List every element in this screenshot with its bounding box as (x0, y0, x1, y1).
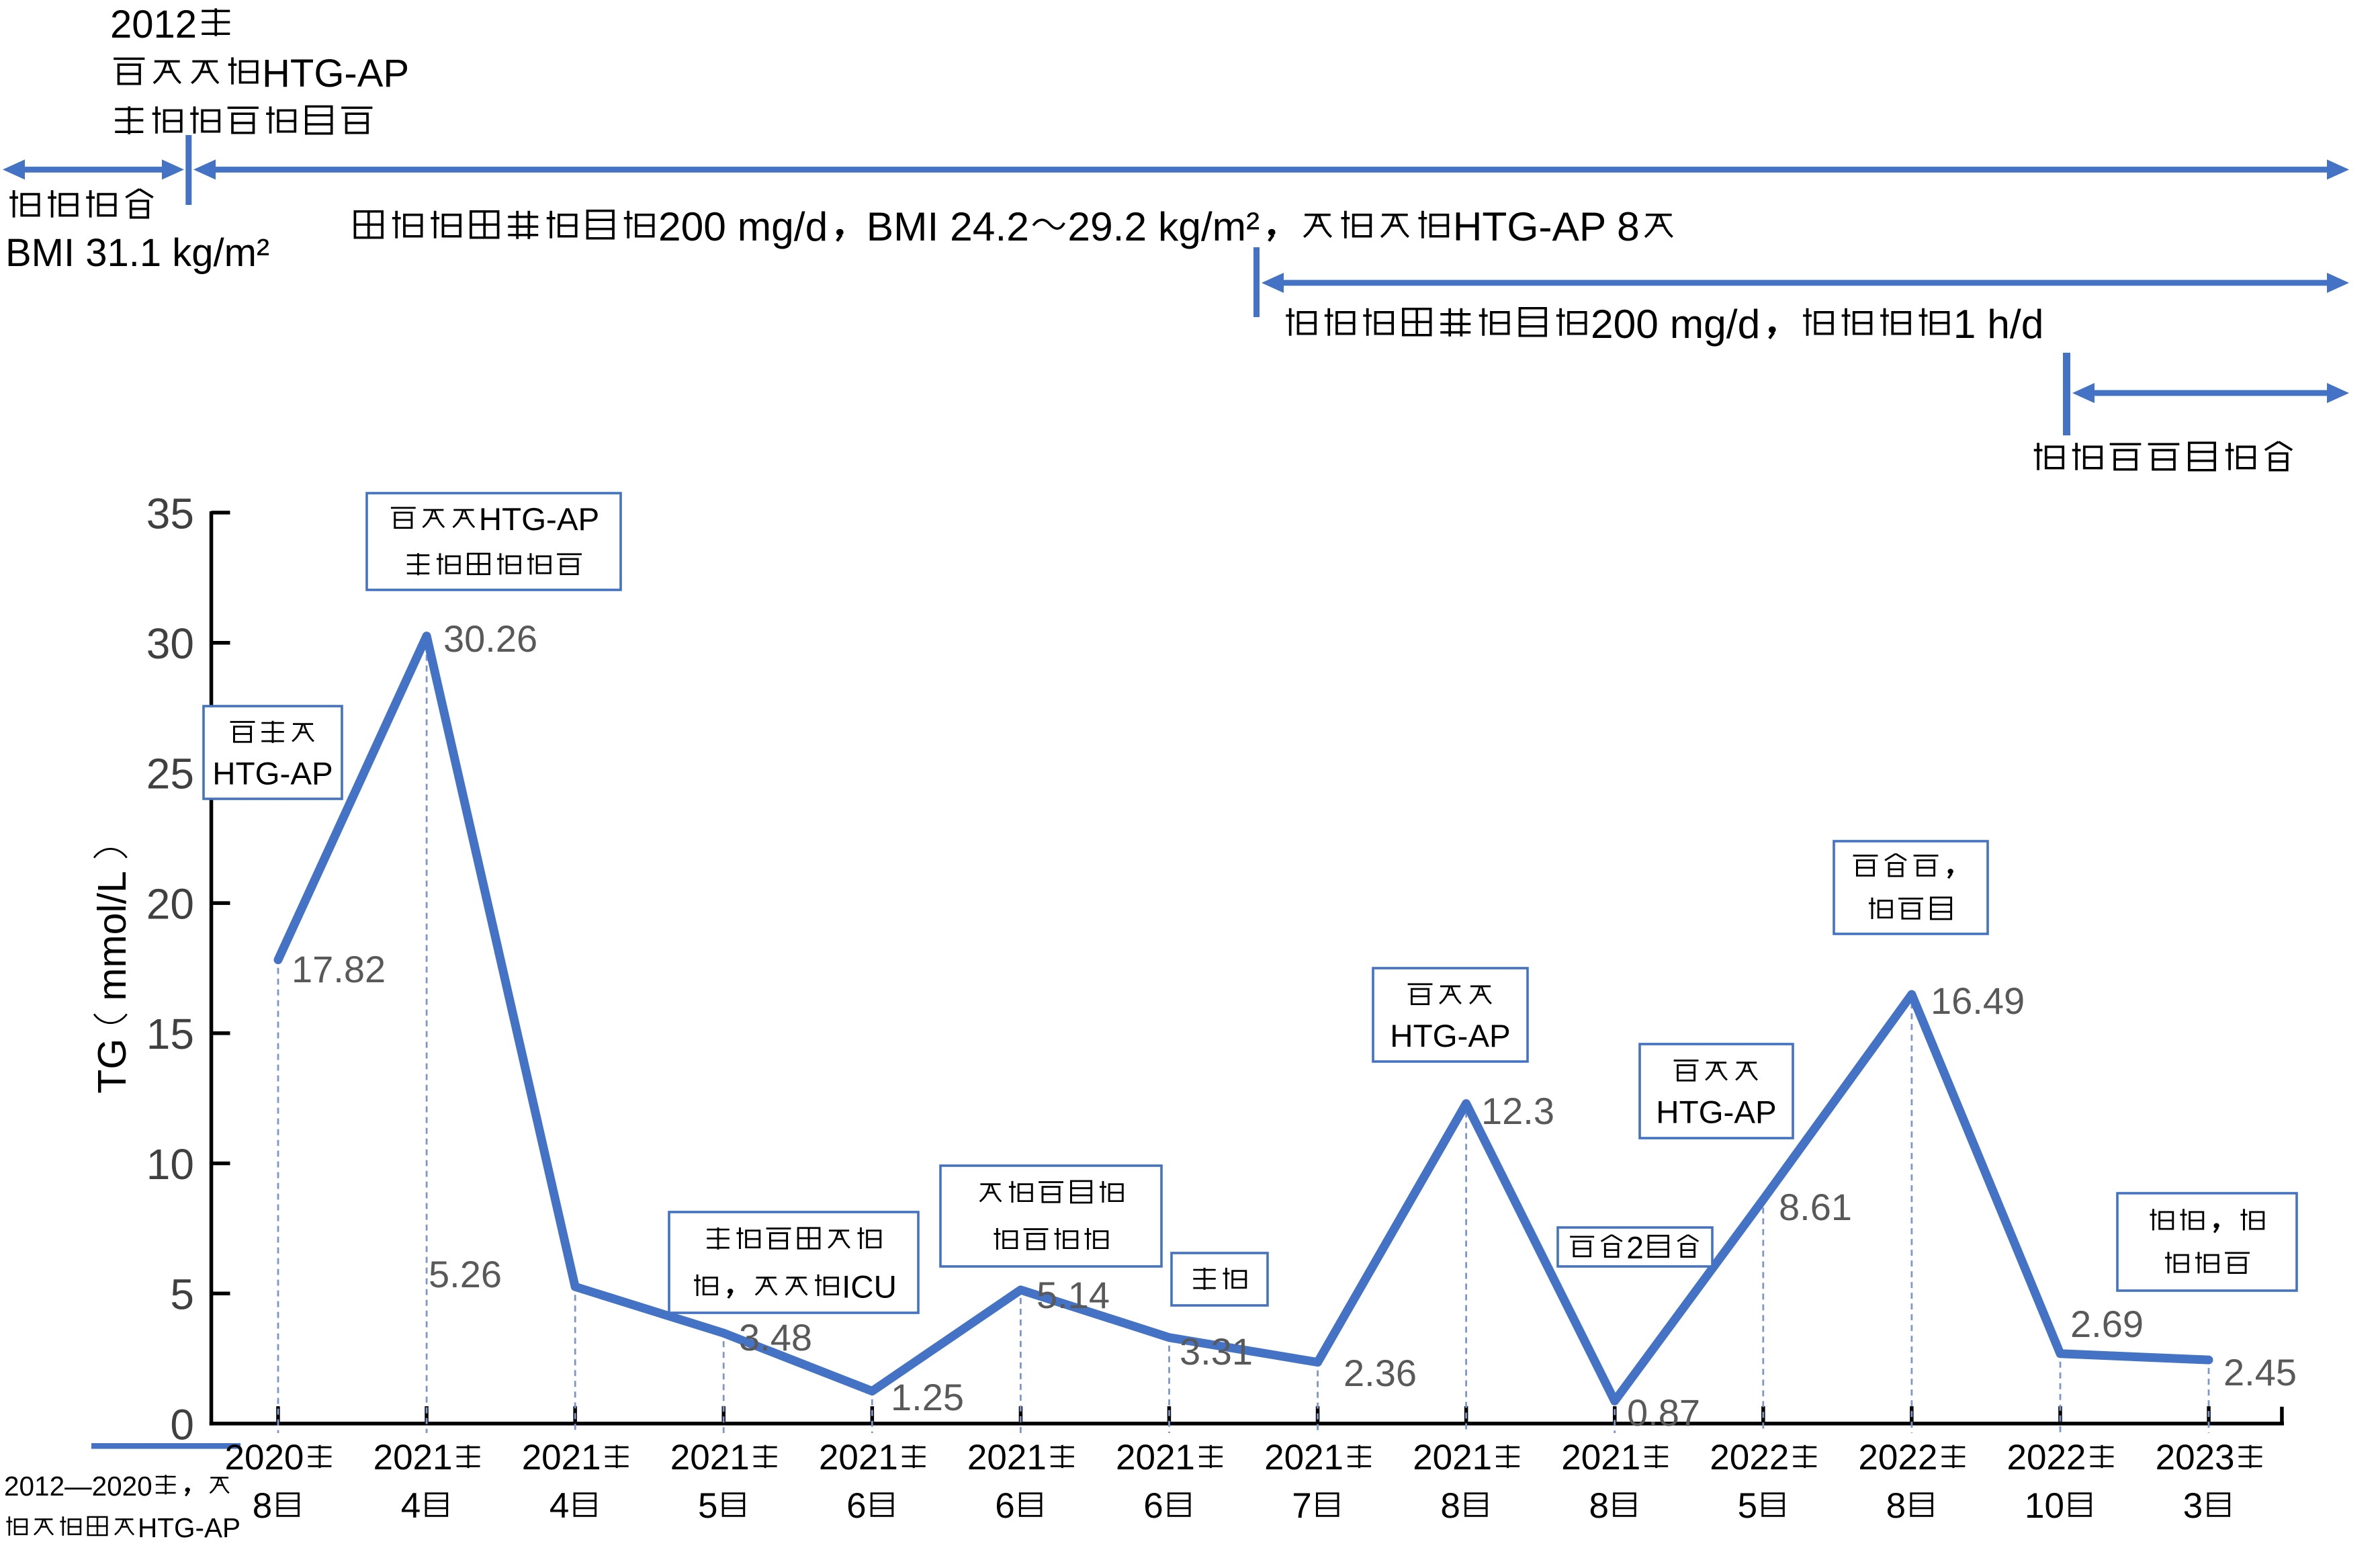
svg-text:6: 6 (995, 1486, 1014, 1526)
svg-text:2021: 2021 (1116, 1438, 1195, 1477)
svg-text:1 h/d: 1 h/d (1953, 301, 2044, 347)
svg-text:2.69: 2.69 (2070, 1303, 2144, 1345)
svg-text:2.45: 2.45 (2223, 1351, 2297, 1393)
svg-text:5: 5 (698, 1486, 717, 1526)
svg-text:35: 35 (146, 489, 194, 537)
svg-text:2021: 2021 (1264, 1438, 1343, 1477)
svg-text:4: 4 (401, 1486, 421, 1526)
svg-text:2021: 2021 (1413, 1438, 1492, 1477)
svg-text:6: 6 (846, 1486, 866, 1526)
svg-text:2020: 2020 (225, 1438, 304, 1477)
svg-text:10: 10 (146, 1140, 194, 1189)
svg-text:HTG-AP: HTG-AP (138, 1512, 240, 1543)
svg-text:2021: 2021 (819, 1438, 898, 1477)
svg-text:1.25: 1.25 (891, 1376, 964, 1418)
svg-text:2021: 2021 (373, 1438, 453, 1477)
svg-text:8: 8 (1440, 1486, 1460, 1526)
svg-text:17.82: 17.82 (292, 948, 386, 990)
svg-text:2021: 2021 (670, 1438, 750, 1477)
svg-text:HTG-AP: HTG-AP (479, 502, 599, 537)
svg-text:2022: 2022 (1710, 1438, 1789, 1477)
svg-text:4: 4 (549, 1486, 569, 1526)
svg-text:HTG-AP: HTG-AP (1656, 1095, 1776, 1131)
svg-text:200 mg/d: 200 mg/d (1591, 301, 1760, 347)
svg-text:10: 10 (2025, 1486, 2064, 1526)
svg-text:2023: 2023 (2156, 1438, 2235, 1477)
svg-text:20: 20 (146, 879, 194, 928)
svg-text:8: 8 (253, 1486, 272, 1526)
svg-text:BMI 24.2: BMI 24.2 (867, 204, 1029, 249)
svg-text:2022: 2022 (1858, 1438, 1937, 1477)
svg-text:ICU: ICU (842, 1270, 897, 1305)
svg-text:3: 3 (2183, 1486, 2203, 1526)
svg-text:8: 8 (1886, 1486, 1906, 1526)
svg-text:2012—2020: 2012—2020 (4, 1471, 152, 1502)
svg-text:5.26: 5.26 (429, 1253, 502, 1295)
svg-text:12.3: 12.3 (1481, 1090, 1554, 1132)
svg-text:8: 8 (1589, 1486, 1609, 1526)
svg-text:0: 0 (170, 1400, 194, 1449)
svg-text:HTG-AP: HTG-AP (262, 52, 409, 95)
svg-text:HTG-AP: HTG-AP (212, 757, 333, 792)
svg-text:8.61: 8.61 (1779, 1186, 1852, 1228)
svg-text:30.26: 30.26 (443, 617, 537, 660)
svg-text:7: 7 (1292, 1486, 1311, 1526)
svg-text:2.36: 2.36 (1343, 1352, 1417, 1394)
svg-text:25: 25 (146, 750, 194, 798)
svg-text:TG: TG (90, 1039, 134, 1094)
svg-text:2021: 2021 (522, 1438, 601, 1477)
svg-text:BMI 31.1 kg/m²: BMI 31.1 kg/m² (5, 231, 269, 275)
svg-text:5: 5 (1738, 1486, 1757, 1526)
svg-text:2021: 2021 (1561, 1438, 1640, 1477)
svg-text:5: 5 (170, 1270, 194, 1319)
svg-text:3.48: 3.48 (739, 1316, 812, 1358)
svg-text:30: 30 (146, 619, 194, 668)
svg-text:mmol/L: mmol/L (90, 871, 134, 1000)
svg-text:0.87: 0.87 (1627, 1391, 1700, 1434)
svg-text:200 mg/d: 200 mg/d (658, 204, 828, 249)
svg-text:HTG-AP 8: HTG-AP 8 (1453, 204, 1640, 249)
svg-text:2012: 2012 (110, 3, 197, 46)
svg-text:5.14: 5.14 (1037, 1274, 1110, 1316)
svg-text:HTG-AP: HTG-AP (1390, 1019, 1510, 1054)
svg-text:6: 6 (1143, 1486, 1163, 1526)
svg-text:29.2 kg/m²: 29.2 kg/m² (1067, 204, 1260, 249)
svg-text:15: 15 (146, 1010, 194, 1058)
svg-text:16.49: 16.49 (1931, 980, 2025, 1022)
svg-text:2021: 2021 (967, 1438, 1047, 1477)
svg-text:2022: 2022 (2007, 1438, 2086, 1477)
svg-text:2: 2 (1626, 1230, 1644, 1265)
svg-text:3.31: 3.31 (1180, 1330, 1253, 1373)
